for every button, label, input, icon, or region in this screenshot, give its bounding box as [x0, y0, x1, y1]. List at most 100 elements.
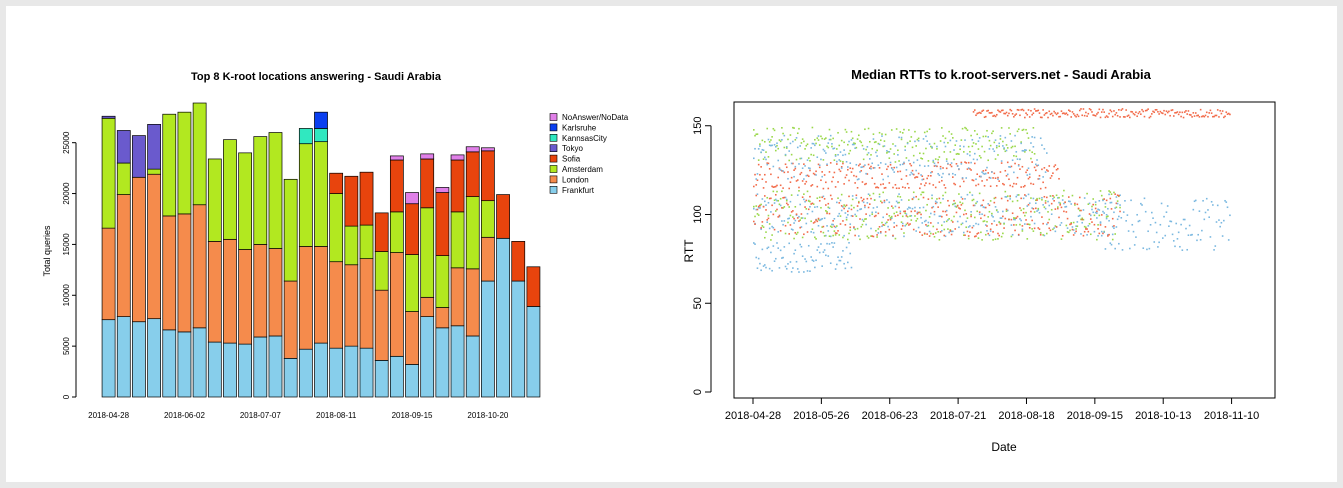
rtt-point [776, 242, 778, 244]
rtt-point [864, 183, 866, 186]
bar-segment [389, 355, 404, 398]
rtt-point [1155, 108, 1158, 111]
rtt-point [984, 206, 987, 209]
rtt-point [1036, 197, 1038, 200]
rtt-point [976, 112, 979, 115]
rtt-point [795, 180, 798, 182]
rtt-point [849, 162, 852, 164]
rtt-point [890, 217, 893, 220]
rtt-point [1097, 111, 1099, 114]
rtt-point [936, 145, 938, 148]
bar-chart-ylabel: Total queries [42, 225, 52, 277]
rtt-point [1038, 178, 1041, 180]
rtt-point [1037, 209, 1040, 211]
rtt-point [788, 217, 791, 220]
bar-segment [238, 343, 253, 398]
rtt-point [892, 234, 894, 237]
rtt-point [1148, 116, 1151, 119]
rtt-point [1043, 148, 1046, 150]
rtt-point [832, 219, 834, 222]
rtt-point [1056, 167, 1059, 170]
rtt-point [1119, 210, 1121, 213]
rtt-point [991, 214, 993, 217]
rtt-point [920, 193, 922, 196]
rtt-point [1042, 222, 1044, 225]
rtt-point [970, 134, 972, 137]
rtt-point [876, 186, 878, 188]
rtt-y-tick-label: 50 [692, 297, 704, 309]
rtt-point [1013, 182, 1015, 185]
rtt-point [827, 142, 830, 144]
rtt-point [766, 247, 769, 250]
rtt-point [838, 168, 841, 171]
rtt-point [794, 139, 797, 141]
rtt-point [952, 137, 954, 139]
rtt-point [987, 109, 990, 112]
rtt-point [1213, 115, 1215, 118]
rtt-point [848, 179, 850, 182]
rtt-point [909, 223, 911, 225]
rtt-point [1187, 110, 1190, 112]
bar-segment [481, 280, 495, 398]
rtt-point [1168, 225, 1170, 228]
rtt-point [774, 145, 777, 148]
rtt-point [773, 186, 776, 188]
rtt-point [1011, 159, 1014, 162]
rtt-point [1132, 230, 1135, 233]
bar-segment [405, 254, 419, 312]
rtt-point [1165, 110, 1168, 112]
rtt-point [954, 228, 957, 230]
rtt-point [1036, 159, 1038, 161]
rtt-point [1147, 230, 1149, 233]
rtt-point [839, 170, 842, 173]
rtt-point [1074, 232, 1076, 234]
rtt-point [1011, 200, 1014, 203]
rtt-point [942, 194, 944, 197]
rtt-point [1026, 238, 1029, 240]
rtt-point [1137, 112, 1140, 115]
rtt-point [1212, 204, 1214, 206]
bar-y-tick-label: 15000 [62, 233, 71, 256]
rtt-point [1185, 110, 1187, 112]
rtt-scatter-chart: Median RTTs to k.root-servers.net - Saud… [682, 67, 1276, 454]
rtt-point [768, 267, 771, 270]
bar-segment [253, 336, 268, 398]
rtt-point [1081, 217, 1084, 220]
rtt-point [1052, 195, 1054, 197]
rtt-point [756, 193, 759, 195]
rtt-point [1010, 140, 1013, 142]
rtt-point [887, 225, 889, 228]
rtt-point [811, 259, 814, 261]
rtt-point [1041, 168, 1043, 171]
rtt-point [757, 163, 760, 166]
rtt-point [779, 197, 782, 200]
rtt-point [829, 225, 832, 228]
rtt-point [983, 184, 986, 187]
rtt-point [901, 215, 904, 218]
rtt-point [1032, 207, 1035, 210]
rtt-point [991, 111, 993, 114]
rtt-point [989, 185, 992, 188]
rtt-point [1056, 112, 1059, 114]
rtt-point [818, 144, 821, 146]
rtt-point [908, 224, 910, 226]
rtt-point [1133, 113, 1136, 116]
rtt-point [995, 144, 998, 147]
bar-segment [147, 173, 161, 320]
rtt-point [971, 226, 974, 229]
rtt-point [777, 231, 780, 233]
rtt-point [1165, 211, 1168, 213]
rtt-point [1096, 210, 1098, 213]
rtt-point [1077, 207, 1080, 210]
rtt-point [998, 221, 1000, 224]
bar-segment [298, 143, 313, 247]
rtt-point [1132, 112, 1135, 115]
rtt-point [860, 208, 863, 210]
rtt-point [1052, 228, 1054, 231]
rtt-point [932, 159, 935, 162]
rtt-point [877, 228, 880, 230]
rtt-point [807, 167, 810, 169]
rtt-point [1044, 200, 1047, 202]
rtt-point [854, 213, 856, 216]
rtt-point [944, 191, 947, 194]
